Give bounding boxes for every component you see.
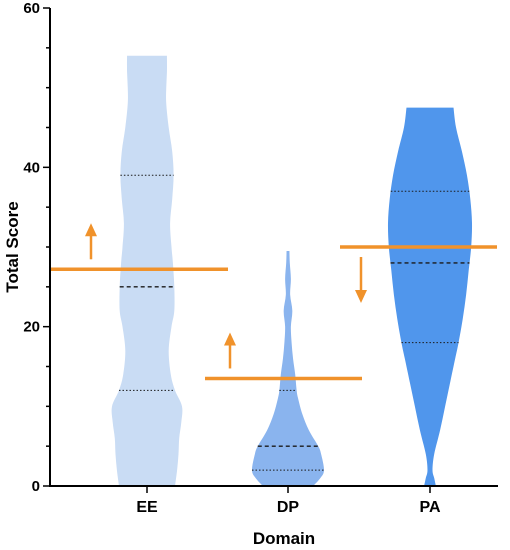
x-tick-label-ee: EE [136, 499, 158, 516]
arrow-up-ee [85, 223, 97, 237]
y-tick-label: 20 [23, 319, 40, 336]
x-axis-label: Domain [253, 529, 315, 548]
violin-dp [251, 250, 325, 486]
y-tick-label: 40 [23, 159, 40, 176]
y-tick-label: 0 [32, 478, 40, 495]
axes-group: 0 20 40 60 EE DP PA [23, 0, 498, 516]
y-tick-label: 60 [23, 0, 40, 17]
x-tick-label-pa: PA [419, 499, 440, 516]
arrow-down-pa [355, 290, 367, 303]
violin-pa [387, 107, 473, 486]
y-axis-label: Total Score [3, 201, 22, 292]
reference-lines-group [50, 223, 497, 381]
x-tick-label-dp: DP [277, 499, 300, 516]
arrow-up-dp [224, 332, 236, 346]
